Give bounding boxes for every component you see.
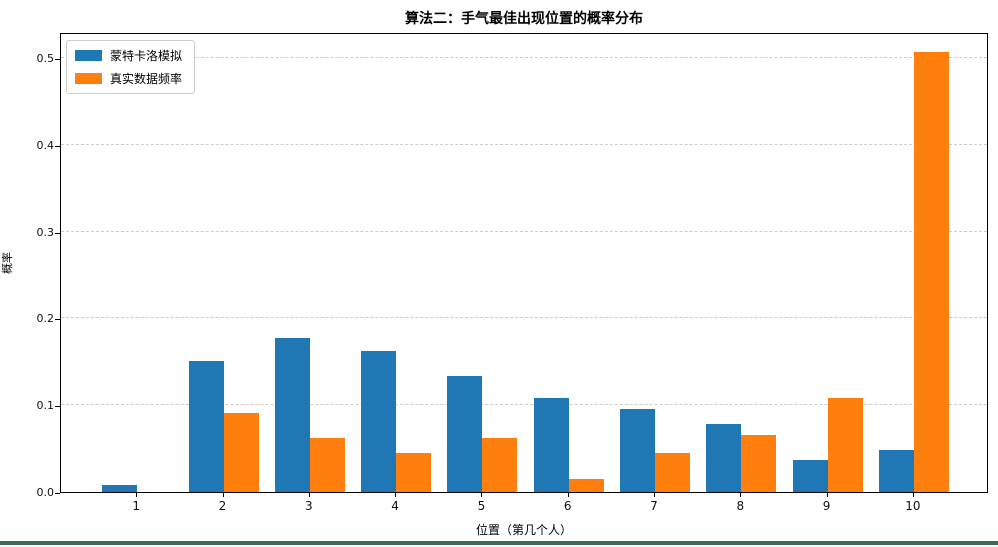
x-tick-label: 2 [218, 499, 227, 513]
legend-label: 蒙特卡洛模拟 [110, 49, 183, 63]
chart-title: 算法二：手气最佳出现位置的概率分布 [405, 11, 643, 27]
x-tick-mark [740, 493, 742, 497]
gridline [61, 143, 987, 145]
bar-simulated-pos-7 [620, 408, 655, 492]
x-tick-label: 10 [905, 499, 921, 513]
x-tick-mark [912, 493, 914, 497]
gridline [61, 404, 987, 406]
y-tick-mark [55, 493, 60, 494]
x-tick-label: 6 [563, 499, 572, 513]
bar-simulated-pos-2 [188, 360, 224, 492]
y-tick-mark [55, 145, 60, 147]
gridline [61, 57, 987, 59]
x-tick-mark [222, 493, 224, 497]
x-tick-label: 7 [650, 499, 658, 513]
bar-simulated-pos-3 [274, 337, 310, 492]
x-tick-label: 5 [477, 499, 486, 513]
x-tick-label: 1 [132, 499, 140, 513]
bar-actual-pos-3 [309, 438, 345, 492]
x-tick-mark [567, 493, 569, 497]
x-tick-mark [395, 493, 397, 497]
bar-simulated-pos-1 [102, 485, 138, 492]
bar-simulated-pos-10 [878, 450, 914, 492]
x-axis-label: 位置（第几个人） [475, 523, 572, 537]
bar-simulated-pos-8 [706, 424, 742, 492]
bar-simulated-pos-4 [361, 351, 397, 492]
y-axis-label: 概率 [1, 252, 14, 274]
legend-item-actual: 真实数据频率 [75, 70, 182, 87]
y-tick-label: 0.3 [36, 225, 55, 239]
gridline [61, 230, 987, 232]
legend-label: 真实数据频率 [110, 72, 183, 86]
x-tick-mark [654, 493, 655, 497]
y-tick-label: 0.0 [36, 486, 55, 499]
x-tick-mark [136, 493, 138, 497]
bar-actual-pos-4 [396, 452, 432, 492]
bar-simulated-pos-6 [533, 398, 569, 492]
bar-actual-pos-7 [655, 452, 690, 492]
bar-simulated-pos-5 [447, 375, 483, 492]
y-tick-mark [55, 319, 60, 321]
x-tick-mark [308, 493, 310, 497]
bar-actual-pos-5 [482, 438, 518, 492]
y-tick-label: 0.4 [36, 138, 55, 152]
legend: 蒙特卡洛模拟 真实数据频率 [66, 40, 196, 94]
y-tick-label: 0.5 [36, 52, 55, 66]
x-tick-label: 3 [304, 499, 313, 513]
x-tick-label: 8 [736, 499, 745, 513]
bar-actual-pos-9 [827, 398, 863, 492]
bar-actual-pos-10 [913, 51, 949, 492]
x-tick-mark [481, 493, 483, 497]
legend-swatch-icon [75, 50, 102, 61]
legend-item-simulated: 蒙特卡洛模拟 [75, 47, 182, 64]
x-tick-mark [826, 493, 828, 497]
gridline [61, 317, 987, 319]
bar-actual-pos-6 [568, 478, 604, 492]
y-tick-mark [55, 59, 60, 61]
y-tick-label: 0.2 [36, 312, 55, 326]
y-tick-label: 0.1 [36, 399, 55, 413]
plot-area: 蒙特卡洛模拟 真实数据频率 [60, 33, 988, 493]
y-tick-mark [55, 232, 60, 234]
bar-actual-pos-2 [223, 413, 259, 492]
bar-actual-pos-8 [741, 434, 777, 492]
bottom-strip [0, 541, 998, 545]
x-tick-label: 4 [391, 499, 399, 513]
legend-swatch-icon [75, 73, 102, 84]
bar-simulated-pos-9 [792, 459, 828, 492]
x-tick-label: 9 [822, 499, 831, 513]
y-tick-mark [55, 406, 60, 408]
